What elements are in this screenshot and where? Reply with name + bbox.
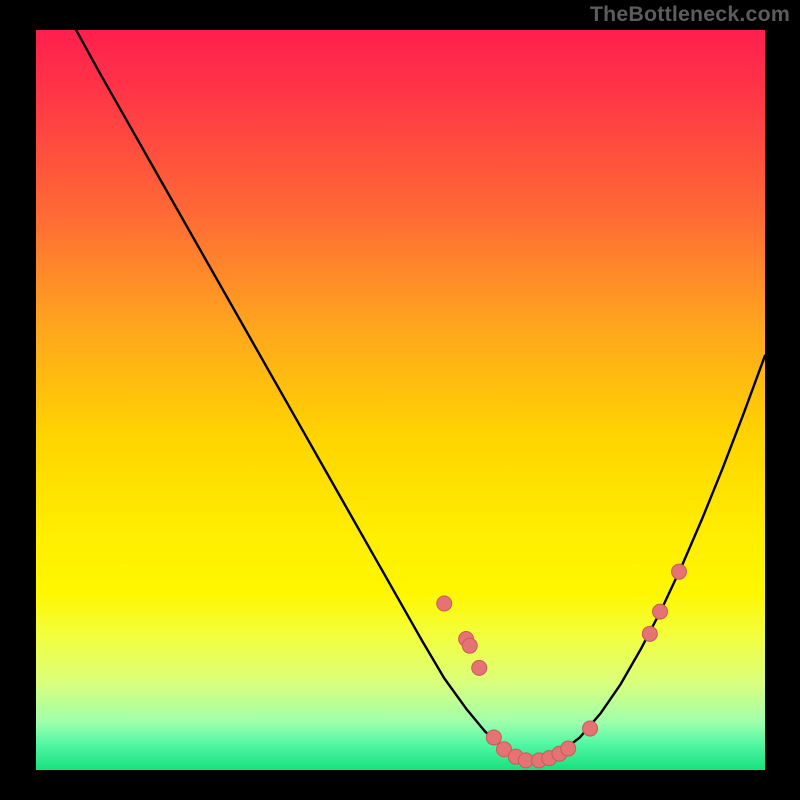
plot-svg [36,30,765,770]
plot-area [36,30,765,770]
data-marker [671,564,686,579]
data-marker [653,604,668,619]
gradient-background [36,30,765,770]
chart-stage: TheBottleneck.com [0,0,800,800]
data-marker [583,721,598,736]
watermark-text: TheBottleneck.com [590,2,790,27]
data-marker [561,741,576,756]
data-marker [472,660,487,675]
data-marker [437,596,452,611]
data-marker [462,638,477,653]
data-marker [486,730,501,745]
data-marker [642,626,657,641]
